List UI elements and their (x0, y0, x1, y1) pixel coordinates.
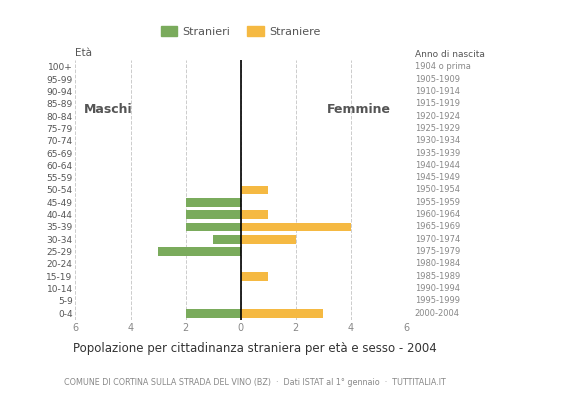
Text: 2000-2004: 2000-2004 (415, 309, 460, 318)
Bar (158, 247, 241, 256)
Text: 1904 o prima: 1904 o prima (415, 62, 470, 71)
Text: COMUNE DI CORTINA SULLA STRADA DEL VINO (BZ)  ·  Dati ISTAT al 1° gennaio  ·  TU: COMUNE DI CORTINA SULLA STRADA DEL VINO … (64, 378, 446, 387)
Bar (241, 272, 268, 281)
Bar (241, 210, 268, 219)
Text: Anno di nascita: Anno di nascita (415, 50, 484, 59)
Text: 1910-1914: 1910-1914 (415, 87, 460, 96)
Text: 1945-1949: 1945-1949 (415, 173, 460, 182)
Bar (241, 186, 268, 194)
Text: 1985-1989: 1985-1989 (415, 272, 460, 281)
Bar (186, 309, 241, 318)
Text: 1925-1929: 1925-1929 (415, 124, 460, 133)
Text: 1990-1994: 1990-1994 (415, 284, 460, 293)
Text: 1975-1979: 1975-1979 (415, 247, 460, 256)
Text: 1935-1939: 1935-1939 (415, 148, 460, 158)
Text: 1915-1919: 1915-1919 (415, 99, 460, 108)
Text: 1995-1999: 1995-1999 (415, 296, 460, 306)
Text: 1920-1924: 1920-1924 (415, 112, 460, 120)
Text: 1955-1959: 1955-1959 (415, 198, 460, 207)
Text: Età: Età (75, 48, 92, 58)
Text: Popolazione per cittadinanza straniera per età e sesso - 2004: Popolazione per cittadinanza straniera p… (73, 342, 437, 355)
Text: 1980-1984: 1980-1984 (415, 260, 460, 268)
Text: 1905-1909: 1905-1909 (415, 74, 460, 84)
Bar (186, 210, 241, 219)
Bar (241, 309, 324, 318)
Text: 1965-1969: 1965-1969 (415, 222, 460, 232)
Bar (241, 235, 296, 244)
Text: 1970-1974: 1970-1974 (415, 235, 460, 244)
Text: 1960-1964: 1960-1964 (415, 210, 460, 219)
Text: 1930-1934: 1930-1934 (415, 136, 460, 145)
Bar (186, 198, 241, 207)
Text: 1940-1944: 1940-1944 (415, 161, 460, 170)
Bar (213, 235, 241, 244)
Legend: Stranieri, Straniere: Stranieri, Straniere (156, 21, 325, 41)
Bar (186, 222, 241, 232)
Text: Femmine: Femmine (327, 104, 391, 116)
Bar (241, 222, 351, 232)
Text: 1950-1954: 1950-1954 (415, 186, 460, 194)
Text: Maschi: Maschi (84, 104, 133, 116)
